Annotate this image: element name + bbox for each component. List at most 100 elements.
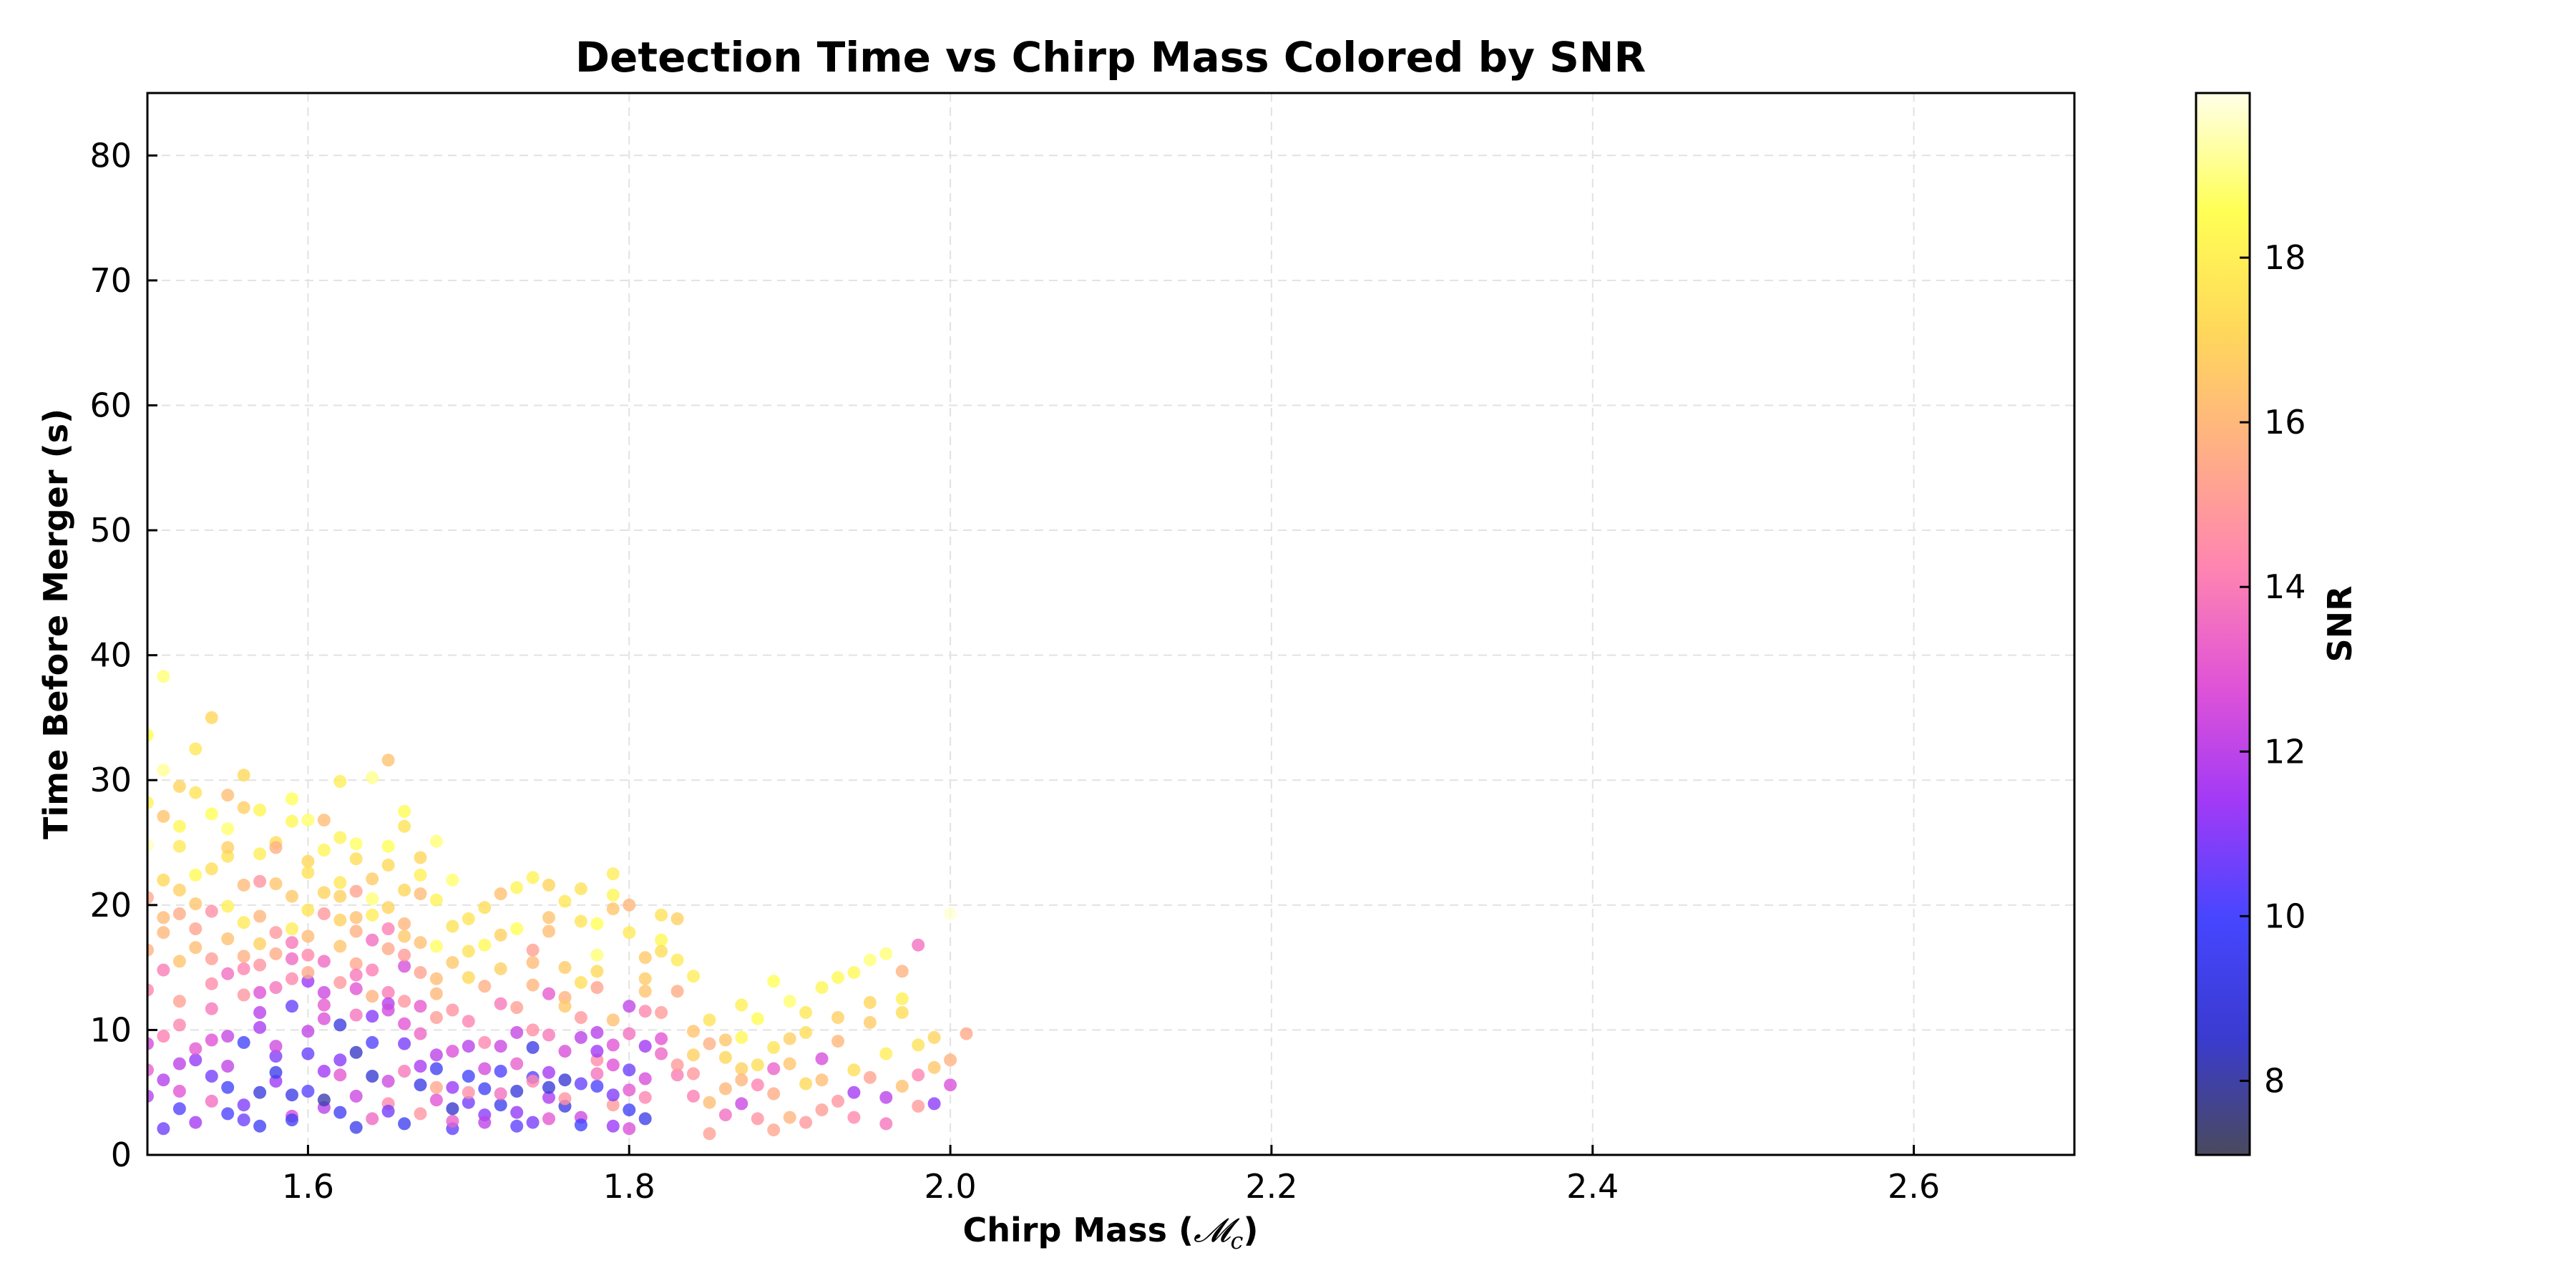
data-point [494, 1098, 507, 1112]
data-point [767, 1062, 781, 1075]
data-point [349, 1121, 363, 1134]
x-tick-label: 2.4 [1566, 1167, 1619, 1206]
data-point [590, 948, 604, 962]
data-point [526, 1040, 540, 1054]
data-point [349, 957, 363, 970]
data-point [317, 886, 331, 899]
data-point [349, 924, 363, 938]
data-point [414, 1060, 427, 1073]
data-point [286, 792, 298, 806]
data-point [189, 1053, 203, 1067]
data-point [301, 1085, 315, 1098]
data-point [286, 922, 298, 935]
data-point [670, 1058, 684, 1072]
data-point [687, 970, 700, 983]
data-point [670, 912, 684, 925]
x-axis-label: Chirp Mass (𝓜c) [962, 1211, 1258, 1254]
colorbar-tick-label: 8 [2264, 1061, 2285, 1100]
data-point [147, 983, 154, 997]
data-point [462, 1085, 475, 1099]
data-point [638, 951, 652, 965]
data-point [783, 995, 796, 1008]
data-point [703, 1096, 716, 1109]
data-point [317, 955, 331, 968]
data-point [638, 1072, 652, 1085]
data-point [558, 1092, 572, 1106]
data-point [189, 922, 203, 935]
data-point [912, 1068, 925, 1082]
data-point [172, 995, 186, 1008]
data-point [623, 1063, 636, 1077]
data-point [879, 947, 893, 960]
data-point [189, 868, 203, 882]
data-point [286, 952, 298, 965]
data-point [205, 1033, 218, 1047]
data-point [237, 801, 250, 814]
data-point [333, 1053, 347, 1067]
y-tick-label: 30 [89, 761, 132, 799]
data-point [590, 1067, 604, 1080]
data-point [147, 1089, 154, 1103]
data-point [349, 968, 363, 982]
data-point [623, 926, 636, 940]
data-point [381, 1003, 395, 1017]
data-point [147, 796, 154, 809]
data-point [606, 1088, 620, 1102]
data-point [526, 871, 540, 884]
data-point [286, 1000, 298, 1013]
x-axis: 1.6 1.8 2.0 2.2 2.4 2.6 [282, 1145, 1940, 1206]
data-point [478, 938, 492, 952]
data-point [703, 1013, 716, 1027]
data-point [349, 1045, 363, 1059]
data-point [462, 1096, 475, 1109]
data-point [446, 1003, 459, 1017]
data-point [751, 1078, 764, 1092]
data-point [189, 941, 203, 955]
data-point [381, 1104, 395, 1118]
data-point [494, 997, 507, 1010]
data-point [960, 1027, 973, 1040]
data-point [718, 1108, 732, 1122]
data-point [735, 998, 748, 1012]
data-point [574, 882, 587, 896]
data-point [349, 982, 363, 995]
data-point [398, 1117, 411, 1131]
data-point [157, 873, 170, 887]
data-point [446, 956, 459, 970]
data-point [718, 1082, 732, 1096]
data-point [687, 1067, 700, 1080]
data-point [317, 1012, 331, 1025]
data-point [269, 1050, 283, 1063]
data-point [147, 839, 154, 852]
data-point [157, 963, 170, 977]
data-point [510, 1119, 524, 1133]
data-point [912, 1038, 925, 1052]
data-point [478, 1062, 492, 1075]
data-point [638, 1040, 652, 1053]
data-point [349, 911, 363, 924]
data-point [366, 1010, 379, 1023]
data-point [590, 965, 604, 978]
data-point [944, 1078, 957, 1092]
data-point [366, 771, 379, 784]
data-point [703, 1127, 716, 1141]
data-point [286, 1088, 298, 1102]
data-point [558, 894, 572, 908]
colorbar-tick-label: 10 [2264, 897, 2306, 935]
data-point [542, 1065, 555, 1079]
x-tick-label: 2.6 [1888, 1167, 1940, 1206]
data-point [157, 911, 170, 924]
colorbar-axis: 8 10 12 14 16 18 [2240, 238, 2306, 1100]
data-point [172, 819, 186, 833]
data-point [542, 987, 555, 1000]
data-point [221, 1107, 235, 1121]
data-point [895, 1080, 909, 1093]
data-point [172, 1057, 186, 1070]
data-point [638, 1005, 652, 1018]
data-point [542, 1028, 555, 1042]
data-point [237, 916, 250, 930]
data-point [446, 1102, 459, 1116]
data-point [462, 1040, 475, 1053]
data-point [301, 854, 315, 868]
data-point [606, 1119, 620, 1133]
